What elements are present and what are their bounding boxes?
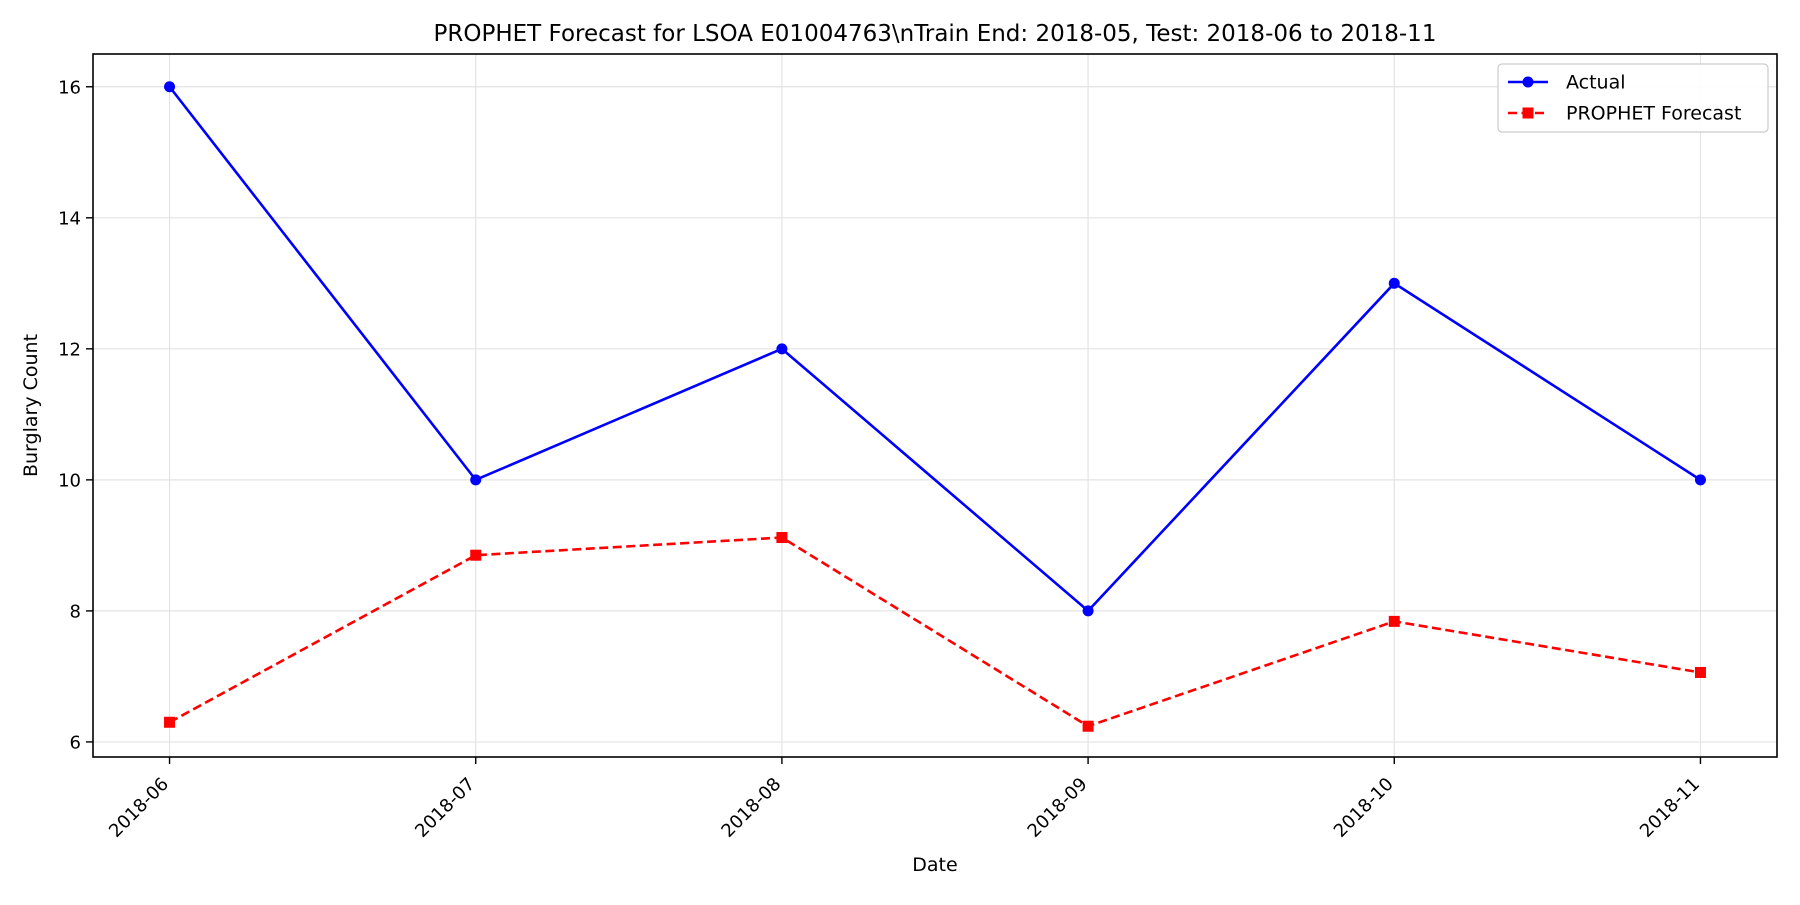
y-tick-label: 8 xyxy=(70,601,81,622)
data-point xyxy=(1388,277,1400,289)
data-point xyxy=(1388,615,1400,627)
legend-marker xyxy=(1522,76,1534,88)
x-tick-label: 2018-10 xyxy=(1330,774,1398,842)
series-1 xyxy=(164,81,1706,617)
grid xyxy=(93,54,1777,757)
data-point xyxy=(1694,474,1706,486)
data-point xyxy=(1082,605,1094,617)
data-point xyxy=(776,532,788,544)
series-line xyxy=(168,85,1702,613)
series-2 xyxy=(164,532,1706,732)
x-tick-label: 2018-09 xyxy=(1024,774,1092,842)
legend-label: PROPHET Forecast xyxy=(1566,103,1741,125)
series-layer xyxy=(164,81,1706,732)
legend: Actual PROPHET Forecast xyxy=(1497,63,1769,133)
plot-frame xyxy=(92,53,1778,758)
x-tick-label: 2018-07 xyxy=(411,774,479,842)
legend-box xyxy=(1497,63,1769,133)
data-point xyxy=(470,549,482,561)
legend-label: Actual xyxy=(1566,72,1626,94)
x-tick-label: 2018-08 xyxy=(717,774,785,842)
data-point xyxy=(776,343,788,355)
data-point xyxy=(1082,720,1094,732)
series-line xyxy=(168,536,1701,728)
data-point xyxy=(164,81,176,93)
legend-marker xyxy=(1522,107,1534,119)
x-tick-label: 2018-11 xyxy=(1636,774,1704,842)
y-tick-label: 16 xyxy=(58,77,81,98)
y-tick-label: 10 xyxy=(58,470,81,491)
y-tick-label: 14 xyxy=(58,208,81,229)
data-point xyxy=(164,716,176,728)
y-tick-label: 6 xyxy=(70,732,81,753)
data-point xyxy=(470,474,482,486)
chart-title: PROPHET Forecast for LSOA E01004763\nTra… xyxy=(434,21,1437,47)
axes: 6 8 10 12 14 16 2018-06 2018-07 2018-08 2018-09 20… xyxy=(58,77,1704,841)
data-point xyxy=(1694,666,1706,678)
x-axis-label: Date xyxy=(912,854,957,876)
x-tick-label: 2018-06 xyxy=(105,774,173,842)
y-tick-label: 12 xyxy=(58,339,81,360)
y-axis-label: Burglary Count xyxy=(20,334,42,477)
